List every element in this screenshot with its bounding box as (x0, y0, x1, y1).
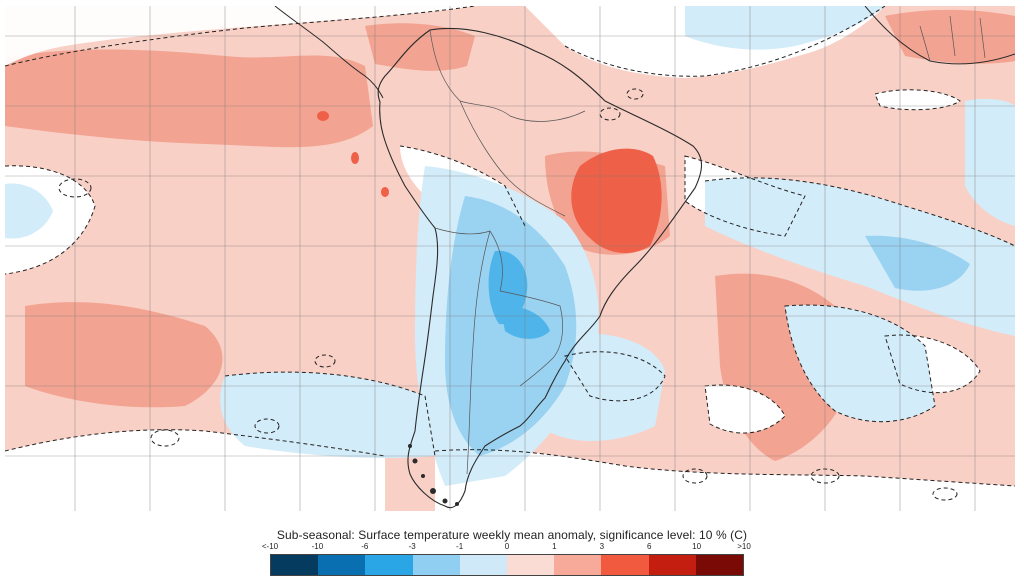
warm-strong-zones (317, 111, 662, 253)
legend-tick-label: -3 (408, 542, 416, 551)
map-canvas (5, 6, 1015, 511)
legend-title: Sub-seasonal: Surface temperature weekly… (276, 528, 748, 542)
legend-tick-label: 0 (504, 542, 510, 551)
legend-tick-label: -10 (311, 542, 324, 551)
legend-swatch (601, 555, 649, 575)
legend-swatch (318, 555, 366, 575)
legend-swatch (695, 555, 744, 575)
legend-tick-label: 6 (646, 542, 652, 551)
legend-swatch (507, 555, 555, 575)
legend-tick-label: 10 (692, 542, 702, 551)
legend-swatch (459, 555, 508, 575)
legend-tick-label: >10 (737, 542, 751, 551)
graticule (5, 6, 1015, 511)
south-america-coastline (377, 27, 703, 509)
central-america-coastline (274, 6, 384, 99)
country-borders (429, 15, 986, 475)
legend-tick-label: <-10 (261, 542, 279, 551)
legend-swatch (554, 555, 602, 575)
legend-tick-label: -6 (361, 542, 369, 551)
anomaly-map (5, 6, 1015, 511)
legend-swatch (412, 555, 460, 575)
patagonia-islands (408, 444, 459, 506)
legend-swatch (648, 555, 696, 575)
legend-swatch (365, 555, 413, 575)
legend-tick-label: 3 (599, 542, 605, 551)
legend-tick-label: 1 (552, 542, 557, 551)
legend-tick-label: -1 (456, 542, 464, 551)
legend-colorbar (270, 554, 744, 576)
significance-contours (5, 6, 1015, 501)
legend-swatch (271, 555, 319, 575)
